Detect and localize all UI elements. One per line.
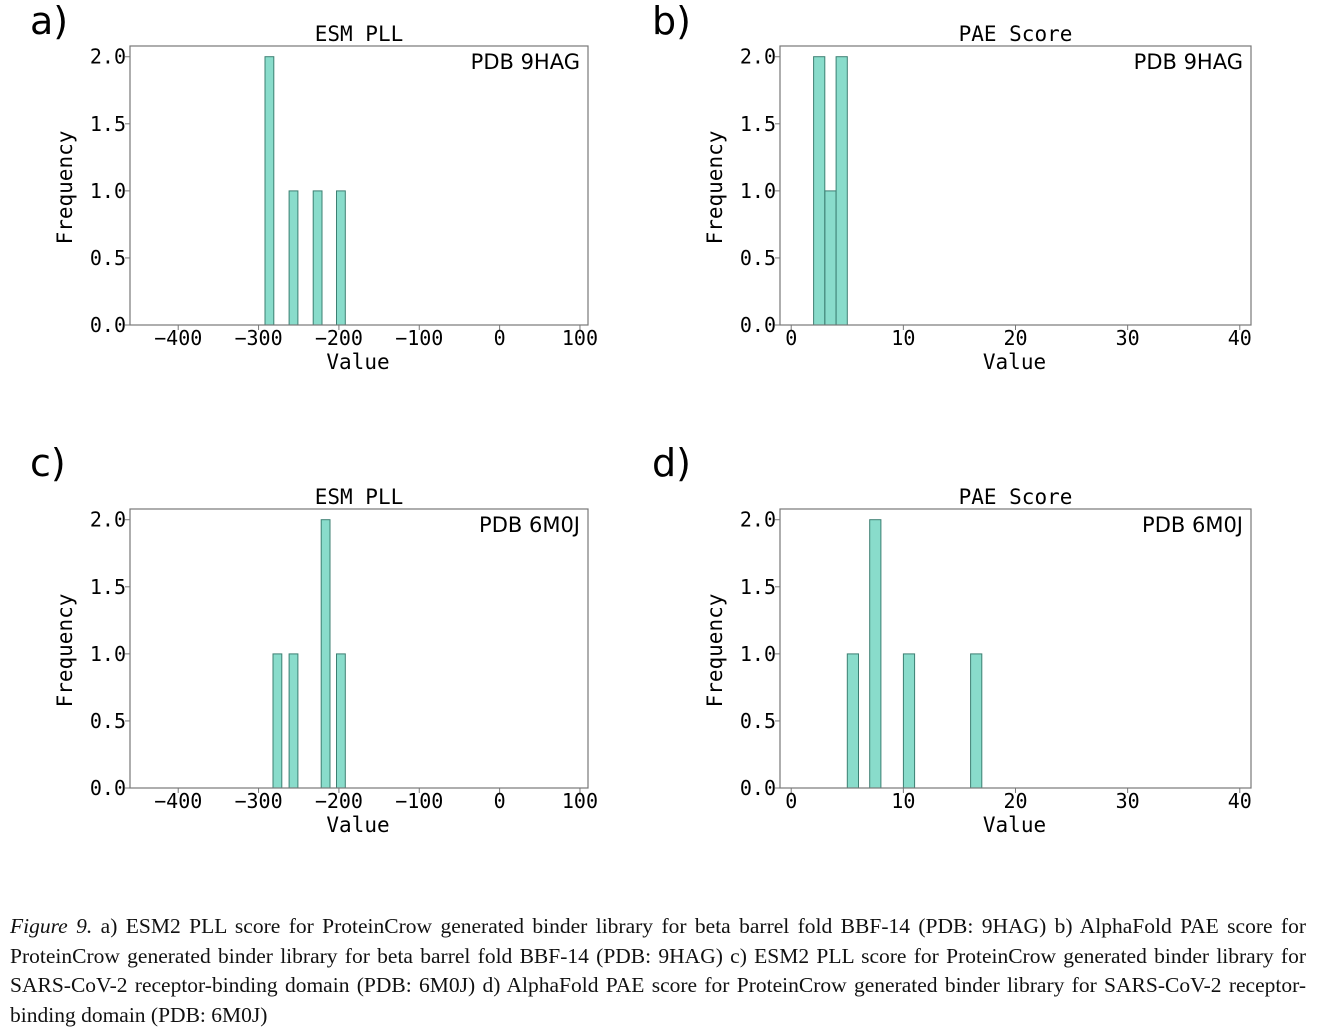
x-tick-label: 10 — [891, 789, 915, 813]
histogram-bar — [272, 653, 283, 789]
histogram-bar — [970, 653, 983, 789]
y-tick-label: 1.0 — [740, 642, 776, 666]
y-tick-label: 1.5 — [740, 575, 776, 599]
panel-label: c) — [30, 441, 66, 485]
x-tick-label: 40 — [1228, 789, 1252, 813]
histogram-bar — [835, 56, 848, 326]
y-tick-label: 2.0 — [90, 508, 126, 532]
histogram-bar — [824, 190, 837, 326]
x-tick-label: 20 — [1003, 326, 1027, 350]
panel-label: d) — [652, 441, 691, 485]
x-axis-label: Value — [983, 813, 1046, 837]
histogram-bar — [813, 56, 826, 326]
y-tick-label: 2.0 — [740, 508, 776, 532]
figure-caption: Figure 9. a) ESM2 PLL score for ProteinC… — [10, 912, 1306, 1030]
caption-figure-label: Figure 9. — [10, 914, 93, 938]
histogram-bar — [336, 653, 346, 789]
y-tick-label: 1.0 — [90, 179, 126, 203]
y-tick-label: 1.0 — [740, 179, 776, 203]
panel-b: b) PAE Score PDB 9HAG 0 10 20 30 40 0.0 0.5 1.0 1.5… — [652, 0, 1252, 374]
pdb-annotation: PDB 6M0J — [1142, 513, 1243, 537]
x-tick-label: −100 — [395, 326, 443, 350]
plot-frame — [779, 45, 1252, 326]
chart-title: PAE Score — [959, 485, 1073, 509]
histogram-bar — [336, 190, 346, 326]
y-tick-label: 2.0 — [90, 45, 126, 69]
x-tick-label: 0 — [785, 789, 797, 813]
panel-label: b) — [652, 0, 691, 43]
panel-label: a) — [30, 0, 68, 43]
histogram-bar — [846, 653, 859, 789]
x-tick-label: −400 — [154, 789, 202, 813]
y-tick-label: 1.5 — [90, 112, 126, 136]
histogram-bar — [902, 653, 916, 789]
y-tick-label: 0.5 — [90, 246, 126, 270]
y-tick-label: 1.0 — [90, 642, 126, 666]
x-tick-label: 0 — [494, 789, 506, 813]
y-axis-label: Frequency — [53, 131, 77, 245]
caption-text: a) ESM2 PLL score for ProteinCrow genera… — [10, 914, 1307, 1027]
y-axis-label: Frequency — [703, 594, 727, 708]
x-axis-label: Value — [983, 350, 1046, 374]
y-tick-label: 1.5 — [740, 112, 776, 136]
pdb-annotation: PDB 6M0J — [479, 513, 580, 537]
histogram-bar — [869, 519, 882, 789]
histogram-bar — [312, 190, 323, 326]
y-tick-label: 0.5 — [740, 709, 776, 733]
panel-d: d) PAE Score PDB 6M0J 0 10 20 30 40 0.0 0.5 1.0 1.5… — [652, 441, 1252, 837]
x-tick-label: 30 — [1116, 789, 1140, 813]
y-tick-label: 1.5 — [90, 575, 126, 599]
histogram-bar — [288, 653, 299, 789]
x-axis-label: Value — [326, 813, 389, 837]
x-tick-label: −200 — [315, 789, 363, 813]
y-tick-label: 0.0 — [90, 313, 126, 337]
y-tick-label: 0.5 — [90, 709, 126, 733]
y-tick-label: 0.0 — [90, 776, 126, 800]
x-tick-label: 40 — [1228, 326, 1252, 350]
pdb-annotation: PDB 9HAG — [1134, 50, 1243, 74]
x-tick-label: 100 — [562, 326, 598, 350]
histogram-bar — [288, 190, 299, 326]
y-axis-label: Frequency — [53, 594, 77, 708]
panel-c: c) ESM PLL PDB 6M0J −400 −300 −200 −100 0 100 0.0… — [30, 441, 598, 837]
x-tick-label: 20 — [1003, 789, 1027, 813]
x-tick-label: 0 — [785, 326, 797, 350]
x-tick-label: −300 — [234, 789, 282, 813]
y-tick-label: 2.0 — [740, 45, 776, 69]
x-tick-label: 10 — [891, 326, 915, 350]
plot-frame — [129, 45, 589, 326]
plot-frame — [129, 508, 589, 789]
x-tick-label: −300 — [234, 326, 282, 350]
x-tick-label: −200 — [315, 326, 363, 350]
y-tick-label: 0.0 — [740, 776, 776, 800]
y-tick-label: 0.0 — [740, 313, 776, 337]
chart-title: ESM PLL — [315, 22, 404, 46]
x-axis-label: Value — [326, 350, 389, 374]
y-tick-label: 0.5 — [740, 246, 776, 270]
chart-title: PAE Score — [959, 22, 1073, 46]
y-axis-label: Frequency — [703, 131, 727, 245]
pdb-annotation: PDB 9HAG — [471, 50, 580, 74]
panel-a: a) ESM PLL PDB 9HAG −400 −300 −200 −100 0 100 0.0… — [30, 0, 598, 374]
x-tick-label: −400 — [154, 326, 202, 350]
histogram-bar — [264, 56, 275, 326]
x-tick-label: −100 — [395, 789, 443, 813]
x-tick-label: 30 — [1116, 326, 1140, 350]
chart-title: ESM PLL — [315, 485, 404, 509]
x-tick-label: 100 — [562, 789, 598, 813]
x-tick-label: 0 — [494, 326, 506, 350]
histogram-bar — [320, 519, 331, 789]
